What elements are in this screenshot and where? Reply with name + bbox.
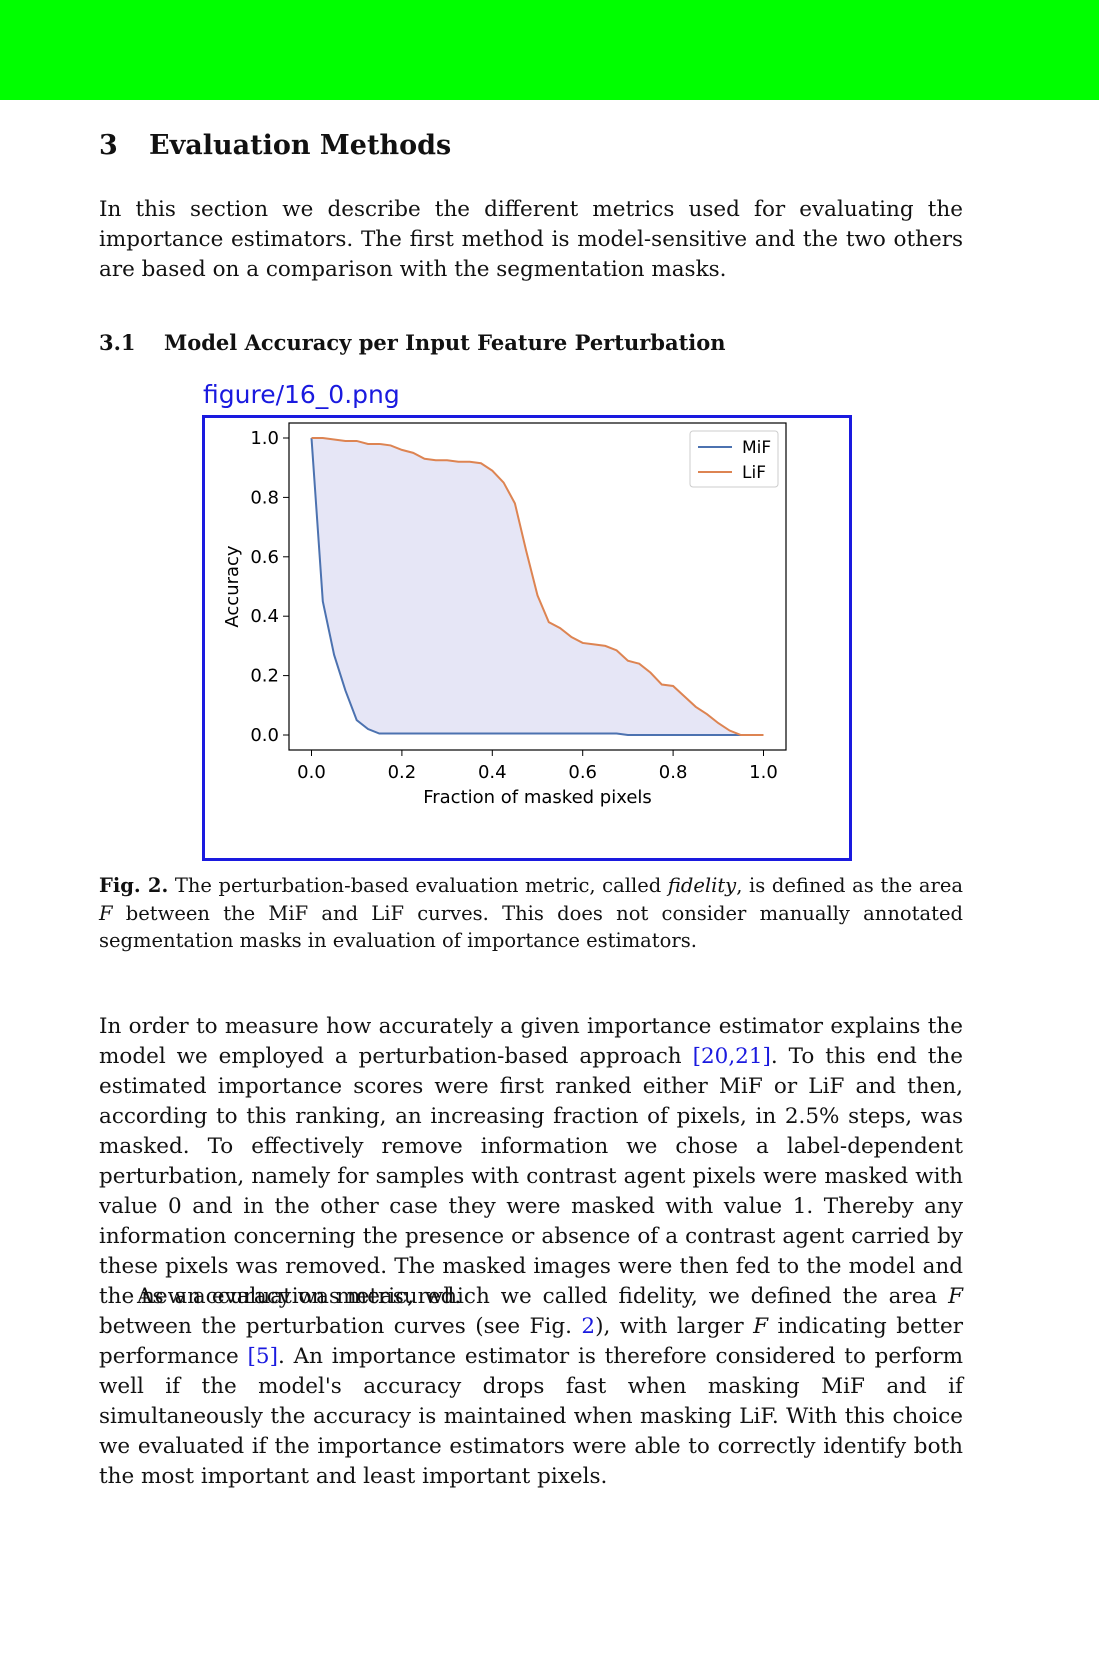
metric-paragraph: As an evaluation metric, which we called…: [99, 1282, 963, 1492]
section-heading: 3 Evaluation Methods: [99, 130, 451, 161]
para3-text-b: between the perturbation curves (see Fig…: [99, 1314, 582, 1339]
legend-label-mif: MiF: [742, 438, 771, 458]
x-tick-label: 0.2: [388, 762, 417, 783]
y-tick-label: 0.8: [250, 487, 279, 508]
plot-frame: [288, 422, 787, 751]
legend-label-lif: LiF: [742, 463, 766, 483]
y-axis-label: Accuracy: [222, 545, 243, 628]
section-title: Evaluation Methods: [149, 130, 452, 161]
series-line-lif: [311, 437, 764, 736]
x-tick-label: 0.4: [478, 762, 507, 783]
para3-text-a: As an evaluation metric, which we called…: [137, 1284, 949, 1309]
fidelity-area-fill: [311, 438, 764, 735]
series-line-mif: [310, 437, 764, 736]
subsection-heading: 3.1 Model Accuracy per Input Feature Pert…: [99, 330, 726, 355]
subsection-title: Model Accuracy per Input Feature Perturb…: [164, 330, 726, 355]
y-tick-label: 1.0: [250, 428, 279, 449]
figure-reference-link[interactable]: 2: [581, 1314, 596, 1339]
intro-paragraph: In this section we describe the differen…: [99, 197, 963, 282]
caption-text-b: , is defined as the area: [736, 874, 963, 897]
y-tick-label: 0.4: [250, 606, 279, 627]
citation-link-5[interactable]: [5]: [247, 1344, 279, 1369]
x-tick-label: 0.0: [297, 762, 326, 783]
para3-text-e: . An importance estimator is therefore c…: [99, 1344, 963, 1489]
subsection-number: 3.1: [99, 330, 136, 355]
fidelity-chart: 0.0 0.2 0.4 0.6 0.8 1.0 0.0 0.2 0.4 0.6 0.8 1.0 Frac…: [222, 422, 787, 808]
y-tick-label: 0.6: [250, 547, 279, 568]
figure-box: 0.0 0.2 0.4 0.6 0.8 1.0 0.0 0.2 0.4 0.6 0.8 1.0 Frac…: [202, 415, 852, 861]
para2-text-b: . To this end the estimated importance s…: [99, 1044, 963, 1309]
para3-variable-2: F: [753, 1314, 769, 1339]
method-paragraph: In order to measure how accurately a giv…: [99, 1012, 963, 1312]
caption-variable: F: [99, 901, 113, 925]
caption-text-a: The perturbation-based evaluation metric…: [168, 874, 668, 897]
top-color-bar: [0, 0, 1099, 100]
x-tick-label: 0.6: [568, 762, 597, 783]
x-tick-label: 1.0: [749, 762, 778, 783]
figure-filename-label: figure/16_0.png: [203, 380, 400, 409]
section-number: 3: [99, 130, 118, 161]
x-tick-label: 0.8: [659, 762, 688, 783]
y-tick-label: 0.2: [250, 666, 279, 687]
caption-label: Fig. 2.: [99, 874, 169, 897]
para3-text-c: ), with larger: [595, 1314, 754, 1339]
x-axis-label: Fraction of masked pixels: [423, 787, 652, 808]
caption-emphasis: fidelity: [667, 874, 737, 897]
caption-text-c: between the MiF and LiF curves. This doe…: [99, 901, 963, 953]
y-tick-label: 0.0: [250, 725, 279, 746]
para3-text-d: indicating better performance: [99, 1314, 963, 1369]
figure-caption: Fig. 2. The perturbation-based evaluatio…: [99, 872, 963, 955]
para3-variable-1: F: [948, 1284, 963, 1309]
citation-link-20-21[interactable]: [20,21]: [692, 1044, 771, 1069]
para2-text-a: In order to measure how accurately a giv…: [99, 1014, 963, 1069]
